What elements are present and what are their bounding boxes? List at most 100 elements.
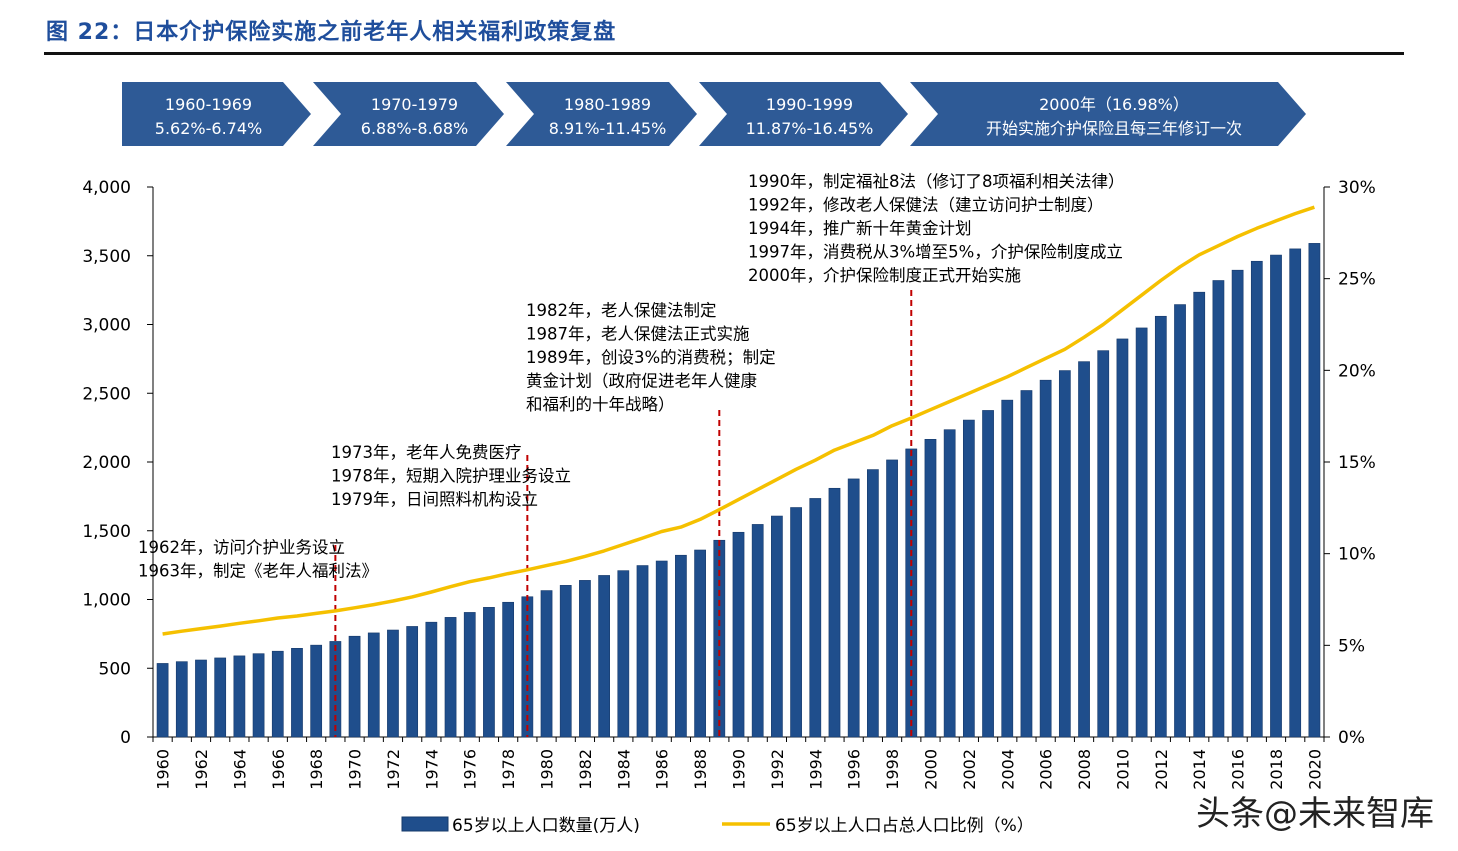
x-tick-label: 2016 bbox=[1229, 749, 1248, 790]
x-tick-label: 2004 bbox=[998, 749, 1017, 790]
x-tick-label: 1976 bbox=[461, 749, 480, 790]
bar bbox=[655, 560, 668, 738]
bar bbox=[598, 575, 610, 738]
annotation-line: 1987年，老人保健法正式实施 bbox=[526, 325, 750, 344]
bar bbox=[1135, 327, 1148, 738]
bar bbox=[828, 487, 841, 738]
timeline-detail: 8.91%-11.45% bbox=[549, 119, 667, 138]
bar bbox=[886, 459, 898, 738]
x-tick-label: 1962 bbox=[192, 749, 211, 790]
x-tick-label: 2000 bbox=[921, 749, 940, 790]
watermark: 头条@未来智库 bbox=[1196, 794, 1434, 834]
bar bbox=[195, 659, 207, 738]
x-tick-label: 1960 bbox=[154, 749, 173, 790]
bar bbox=[982, 410, 994, 738]
left-tick-label: 3,500 bbox=[82, 247, 131, 267]
bar bbox=[367, 632, 380, 738]
x-tick-label: 1990 bbox=[730, 749, 749, 790]
x-tick-label: 1984 bbox=[614, 749, 633, 790]
bar bbox=[694, 549, 706, 738]
bar bbox=[310, 644, 323, 738]
x-tick-label: 2020 bbox=[1305, 749, 1324, 790]
bar bbox=[271, 650, 284, 738]
bar bbox=[962, 419, 975, 738]
bar bbox=[924, 439, 937, 738]
annotation-line: 黄金计划（政府促进老年人健康 bbox=[526, 372, 757, 391]
left-tick-label: 0 bbox=[120, 728, 131, 748]
annotation-line: 1990年，制定福祉8法（修订了8项福利相关法律） bbox=[748, 172, 1125, 191]
timeline-period: 1970-1979 bbox=[371, 95, 458, 114]
bar bbox=[579, 580, 591, 738]
bar bbox=[790, 507, 802, 738]
bar bbox=[214, 657, 227, 738]
x-tick-label: 1988 bbox=[691, 749, 710, 790]
bar bbox=[617, 570, 630, 738]
annotations: 1962年，访问介护业务设立 1963年，制定《老年人福利法》 1973年，老年人免… bbox=[138, 172, 1125, 581]
bar bbox=[1270, 254, 1282, 738]
chart-axes: 0 500 1,000 1,500 2,000 2,500 3,000 3,500 4,000 0… bbox=[82, 178, 1375, 790]
bar bbox=[809, 498, 822, 738]
bar bbox=[1020, 390, 1033, 738]
bar bbox=[502, 601, 515, 738]
bar bbox=[1039, 379, 1052, 738]
timeline-detail: 开始实施介护保险且每三年修订一次 bbox=[986, 119, 1242, 138]
bar bbox=[771, 515, 783, 738]
right-tick-label: 25% bbox=[1338, 270, 1376, 290]
bar bbox=[175, 661, 188, 738]
bar bbox=[1289, 248, 1302, 738]
timeline-arrow bbox=[122, 82, 311, 146]
left-tick-label: 3,000 bbox=[82, 316, 131, 336]
x-tick-label: 1968 bbox=[307, 749, 326, 790]
bar bbox=[943, 429, 956, 738]
bar bbox=[291, 648, 303, 738]
figure-title: 图 22：日本介护保险实施之前老年人相关福利政策复盘 bbox=[46, 20, 617, 45]
right-tick-label: 15% bbox=[1338, 453, 1376, 473]
bar-series bbox=[156, 243, 1321, 738]
x-tick-label: 1978 bbox=[499, 749, 518, 790]
annotation-line: 1962年，访问介护业务设立 bbox=[138, 538, 345, 557]
bar bbox=[252, 653, 265, 738]
period-markers bbox=[334, 290, 913, 737]
annotation-line: 1973年，老年人免费医疗 bbox=[331, 443, 522, 462]
bar bbox=[1193, 291, 1206, 738]
x-tick-label: 1994 bbox=[806, 749, 825, 790]
ratio-line bbox=[162, 205, 1315, 636]
bar bbox=[1250, 260, 1263, 738]
x-tick-label: 1974 bbox=[422, 749, 441, 790]
timeline-arrow bbox=[910, 82, 1306, 146]
x-tick-label: 1996 bbox=[845, 749, 864, 790]
x-tick-label: 1982 bbox=[576, 749, 595, 790]
timeline-arrows: 1960-1969 5.62%-6.74% 1970-1979 6.88%-8.68%… bbox=[122, 82, 1306, 146]
x-tick-label: 1964 bbox=[230, 749, 249, 790]
left-tick-label: 2,000 bbox=[82, 453, 131, 473]
timeline-detail: 6.88%-8.68% bbox=[361, 119, 468, 138]
left-tick-label: 1,500 bbox=[82, 522, 131, 542]
left-tick-label: 500 bbox=[99, 659, 131, 679]
bar bbox=[713, 539, 726, 738]
timeline-period: 1980-1989 bbox=[564, 95, 651, 114]
bar bbox=[675, 554, 687, 738]
timeline-period: 2000年（16.98%） bbox=[1039, 95, 1189, 114]
legend: 65岁以上人口数量(万人) 65岁以上人口占总人口比例（%） bbox=[401, 816, 1034, 836]
bar bbox=[1078, 361, 1090, 738]
bar bbox=[1001, 399, 1014, 738]
annotation-line: 1963年，制定《老年人福利法》 bbox=[138, 562, 378, 581]
x-tick-label: 1992 bbox=[768, 749, 787, 790]
bar bbox=[1308, 243, 1321, 738]
x-tick-label: 1998 bbox=[883, 749, 902, 790]
timeline-detail: 5.62%-6.74% bbox=[155, 119, 262, 138]
x-tick-label: 2002 bbox=[960, 749, 979, 790]
annotation-line: 1989年，创设3%的消费税；制定 bbox=[526, 348, 776, 367]
timeline-arrow bbox=[506, 82, 697, 146]
left-tick-label: 1,000 bbox=[82, 591, 131, 611]
bar bbox=[1154, 315, 1167, 738]
bar bbox=[444, 617, 457, 738]
legend-bar-swatch bbox=[401, 816, 449, 832]
bar bbox=[233, 655, 246, 738]
timeline-period: 1960-1969 bbox=[165, 95, 252, 114]
annotation-line: 1978年，短期入院护理业务设立 bbox=[331, 467, 571, 486]
timeline-period: 1990-1999 bbox=[766, 95, 853, 114]
legend-bar-label: 65岁以上人口数量(万人) bbox=[452, 816, 640, 836]
x-tick-label: 1980 bbox=[538, 749, 557, 790]
bar bbox=[463, 612, 476, 738]
